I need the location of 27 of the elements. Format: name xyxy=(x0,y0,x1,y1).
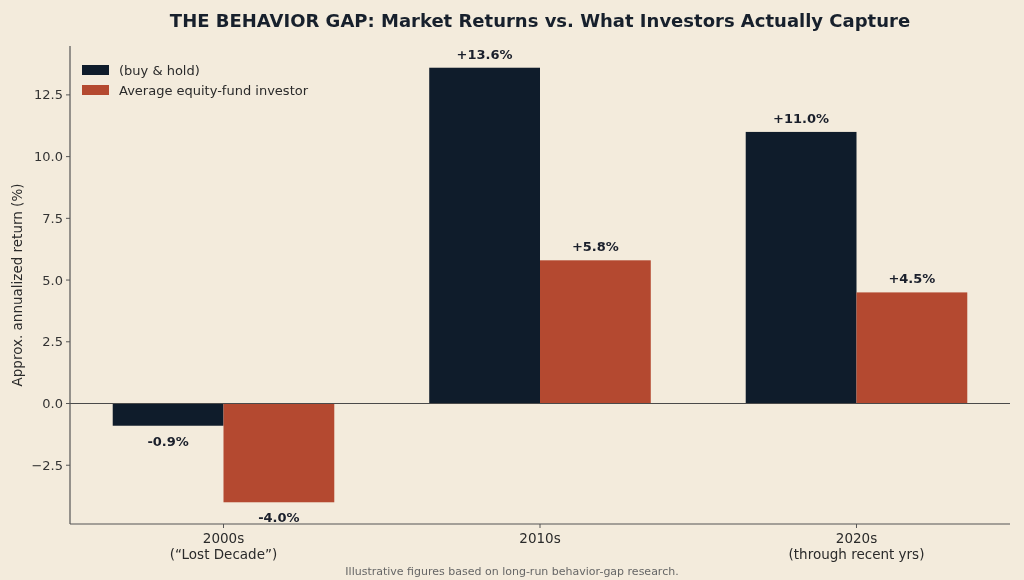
bar xyxy=(223,403,335,503)
data-label: -0.9% xyxy=(147,433,189,449)
data-label: +13.6% xyxy=(456,46,513,62)
bar xyxy=(429,67,540,404)
x-tick-label: 2020s (through recent yrs) xyxy=(788,530,925,562)
data-label: +5.8% xyxy=(571,239,619,255)
chart-title: THE BEHAVIOR GAP: Market Returns vs. What Investors Actually Capture xyxy=(169,10,911,31)
data-label: +4.5% xyxy=(888,271,936,287)
y-tick-label: 7.5 xyxy=(42,210,63,226)
data-label: -4.0% xyxy=(258,510,300,526)
y-tick-label: 2.5 xyxy=(42,334,63,350)
y-axis-title: Approx. annualized return (%) xyxy=(9,183,25,387)
bar xyxy=(112,403,224,426)
y-tick-label: −2.5 xyxy=(31,457,63,473)
text: Illustrative figures based on long-run behavior-gap research. xyxy=(345,565,679,578)
x-tick-label: 2010s xyxy=(519,530,561,546)
bar xyxy=(856,292,968,404)
y-tick-label: 10.0 xyxy=(34,149,63,165)
legend-label: Average equity-fund investor xyxy=(119,82,309,98)
x-tick-label: 2000s (“Lost Decade”) xyxy=(169,530,278,562)
bar xyxy=(540,260,651,404)
y-tick-label: 0.0 xyxy=(42,396,63,412)
y-tick-label: 5.0 xyxy=(42,272,63,288)
data-label: +11.0% xyxy=(773,110,830,126)
legend-label: (buy & hold) xyxy=(119,62,200,78)
bar xyxy=(745,131,857,404)
y-tick-label: 12.5 xyxy=(34,87,63,103)
